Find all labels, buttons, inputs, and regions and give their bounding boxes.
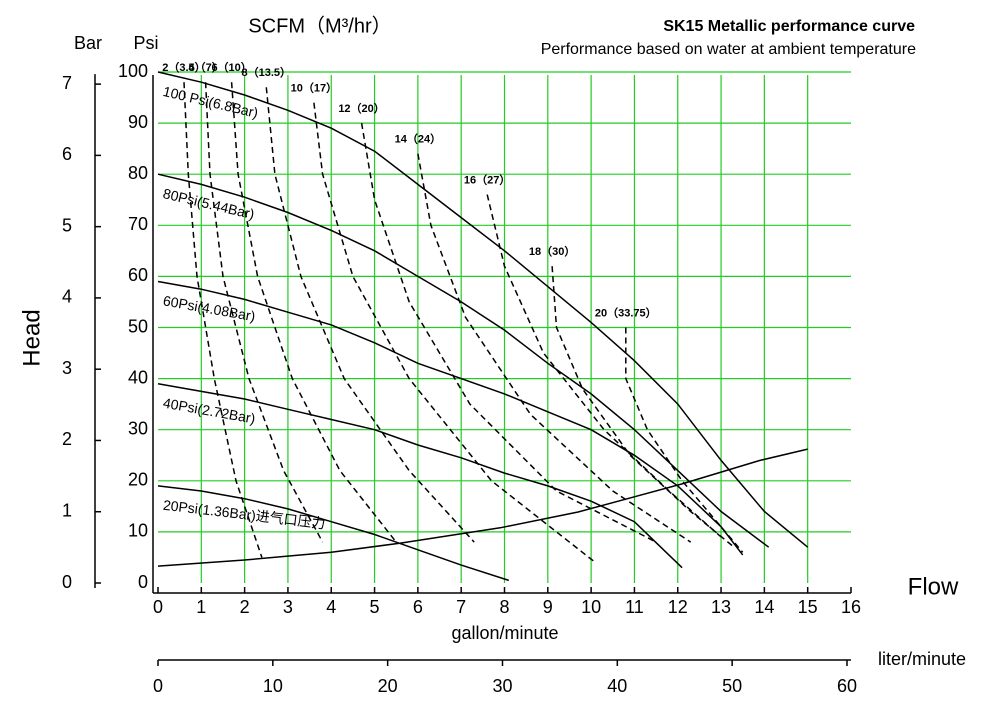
- pressure-curve: [157, 71, 809, 548]
- air-consumption-curve: [625, 327, 744, 553]
- x-tick-label: 8: [499, 597, 509, 617]
- y-tick-label: 70: [128, 214, 148, 234]
- pressure-curve: [157, 448, 808, 567]
- y-tick-label: 90: [128, 112, 148, 132]
- x-tick-label: 7: [456, 597, 466, 617]
- x-tick-label: 1: [196, 597, 206, 617]
- curve-label: 12（20）: [338, 102, 384, 115]
- y2-tick-label: 5: [62, 215, 72, 235]
- pressure-curve: [157, 280, 744, 556]
- curve-label: 18（30）: [529, 245, 575, 258]
- y2-tick-label: 2: [62, 429, 72, 449]
- pressure-curve: [157, 382, 683, 569]
- y2-tick-label: 6: [62, 144, 72, 164]
- x-tick-label: 0: [153, 597, 163, 617]
- top-label: SCFM（M³/hr）: [248, 14, 391, 37]
- x-tick-label: 10: [581, 597, 601, 617]
- chart-title: SK15 Metallic performance curve: [663, 18, 915, 35]
- curve-label: 6（10）: [211, 61, 251, 74]
- y-tick-label: 0: [138, 572, 148, 592]
- x-tick-label: 9: [543, 597, 553, 617]
- y-tick-label: 20: [128, 470, 148, 490]
- x-tick-label: 14: [754, 597, 774, 617]
- x2-unit: liter/minute: [878, 649, 966, 669]
- x-tick-label: 5: [370, 597, 380, 617]
- curve-label: 20（33.75）: [595, 306, 657, 319]
- y-tick-label: 10: [128, 521, 148, 541]
- x2-tick-label: 0: [153, 676, 163, 696]
- y2-tick-label: 7: [62, 73, 72, 93]
- curve-label: 4（7）: [189, 61, 223, 74]
- air-consumption-curve: [204, 82, 324, 543]
- curve-label: 10（17）: [291, 82, 337, 95]
- x-tick-label: 3: [283, 597, 293, 617]
- y-tick-label: 30: [128, 418, 148, 438]
- curve-label: 14（24）: [395, 133, 441, 146]
- x-tick-label: 4: [326, 597, 336, 617]
- y-tick-label: 40: [128, 367, 148, 387]
- x-tick-label: 15: [798, 597, 818, 617]
- x-tick-label: 6: [413, 597, 423, 617]
- curve-label: 2（3.5）: [162, 61, 205, 74]
- curve-label: 60Psi(4.08Bar): [162, 292, 257, 324]
- air-consumption-curve: [417, 153, 692, 543]
- x-axis-label: Flow: [908, 573, 959, 600]
- curve-label: 16（27）: [464, 174, 510, 187]
- pressure-curve: [157, 173, 770, 548]
- air-consumption-curve: [265, 87, 475, 543]
- curve-label: 8（13.5）: [242, 66, 292, 79]
- y-unit: Psi: [133, 33, 158, 53]
- y-tick-label: 50: [128, 316, 148, 336]
- y2-tick-label: 3: [62, 358, 72, 378]
- x-tick-label: 11: [625, 597, 644, 617]
- x2-tick-label: 60: [837, 676, 857, 696]
- x2-tick-label: 30: [492, 676, 512, 696]
- y-tick-label: 100: [118, 61, 148, 81]
- y2-tick-label: 4: [62, 287, 72, 307]
- x-tick-label: 2: [240, 597, 250, 617]
- x-unit: gallon/minute: [451, 623, 558, 643]
- x-tick-label: 16: [841, 597, 861, 617]
- curve-label: 80Psi(5.44Bar): [161, 185, 256, 222]
- y2-unit: Bar: [74, 33, 102, 53]
- x-tick-label: 12: [668, 597, 688, 617]
- air-consumption-curve: [313, 102, 596, 564]
- air-consumption-curve: [486, 194, 722, 538]
- x-tick-label: 13: [711, 597, 731, 617]
- air-consumption-curve: [360, 122, 657, 543]
- y-tick-label: 60: [128, 265, 148, 285]
- pressure-curve: [157, 485, 510, 582]
- y2-tick-label: 0: [62, 572, 72, 592]
- x2-tick-label: 10: [263, 676, 283, 696]
- chart-subtitle: Performance based on water at ambient te…: [541, 41, 916, 58]
- y-axis-label: Head: [18, 309, 45, 366]
- x2-tick-label: 40: [607, 676, 627, 696]
- x2-tick-label: 50: [722, 676, 742, 696]
- y-tick-label: 80: [128, 163, 148, 183]
- y2-tick-label: 1: [62, 500, 72, 520]
- x2-tick-label: 20: [378, 676, 398, 696]
- air-consumption-curve: [230, 82, 397, 543]
- air-consumption-curve: [551, 266, 735, 548]
